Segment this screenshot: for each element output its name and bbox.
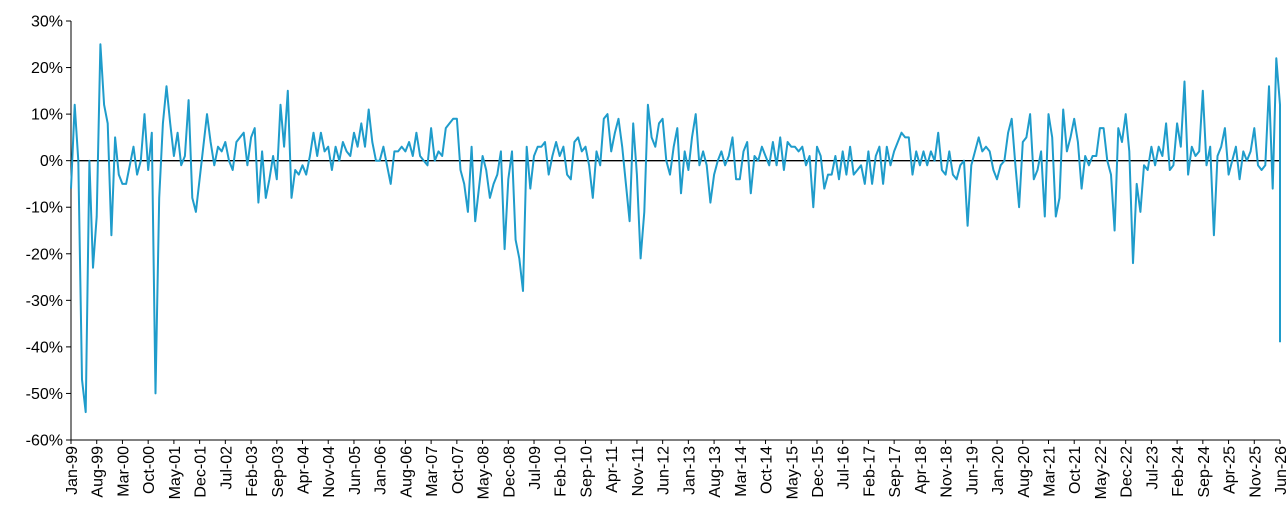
x-tick-label: Oct-21 xyxy=(1067,446,1084,494)
x-tick-label: Mar-21 xyxy=(1041,446,1058,497)
x-tick-label: Mar-14 xyxy=(733,446,750,497)
series-line xyxy=(70,43,1281,414)
x-tick-label: Oct-00 xyxy=(141,446,158,494)
x-axis: Jan-99 Aug-99 Mar-00 Oct-00 May-01 Dec-01 Jul-… xyxy=(64,439,1287,499)
x-tick-label: Aug-99 xyxy=(90,446,107,498)
y-tick-label: -10% xyxy=(26,200,63,217)
x-tick-label: Oct-07 xyxy=(450,446,467,494)
y-tick-label: 10% xyxy=(31,107,63,124)
x-tick-label: Jan-99 xyxy=(64,446,81,495)
y-tick-label: -20% xyxy=(26,246,63,263)
y-axis: 30% 20% 10% 0% -10% -20% -30% -40% -50% -60% xyxy=(26,14,72,450)
x-tick-label: Dec-08 xyxy=(501,446,518,498)
x-tick-label: May-01 xyxy=(167,446,184,499)
x-tick-label: Jul-09 xyxy=(527,446,544,490)
x-tick-label: Jul-16 xyxy=(836,446,853,490)
x-tick-label: Dec-22 xyxy=(1119,446,1136,498)
x-tick-label: Feb-24 xyxy=(1170,446,1187,497)
x-tick-label: Oct-14 xyxy=(759,446,776,494)
x-tick-label: Aug-06 xyxy=(398,446,415,498)
x-tick-label: Sep-03 xyxy=(270,446,287,498)
x-tick-label: Apr-18 xyxy=(913,446,930,494)
x-tick-label: Mar-00 xyxy=(115,446,132,497)
y-tick-label: -40% xyxy=(26,339,63,356)
x-tick-label: Jun-05 xyxy=(347,446,364,495)
x-tick-label: Jan-20 xyxy=(990,446,1007,495)
x-tick-label: Sep-17 xyxy=(887,446,904,498)
y-tick-label: -50% xyxy=(26,386,63,403)
x-tick-label: Sep-24 xyxy=(1196,446,1213,498)
x-tick-label: Nov-18 xyxy=(939,446,956,498)
x-tick-label: Feb-17 xyxy=(861,446,878,497)
y-tick-label: 20% xyxy=(31,60,63,77)
x-tick-label: Jul-23 xyxy=(1144,446,1161,490)
x-tick-label: Feb-03 xyxy=(244,446,261,497)
x-tick-label: Jun-26 xyxy=(1273,446,1287,495)
y-tick-label: -60% xyxy=(26,433,63,450)
x-tick-label: Jan-06 xyxy=(373,446,390,495)
x-tick-label: Apr-11 xyxy=(604,446,621,493)
x-tick-label: May-15 xyxy=(784,446,801,499)
x-tick-label: Jan-13 xyxy=(681,446,698,495)
x-tick-label: Mar-07 xyxy=(424,446,441,497)
y-tick-label: 0% xyxy=(40,153,63,170)
x-tick-label: Nov-11 xyxy=(630,446,647,496)
x-tick-label: Nov-04 xyxy=(321,446,338,498)
x-tick-label: Feb-10 xyxy=(553,446,570,497)
x-tick-label: Apr-04 xyxy=(296,446,313,494)
x-tick-label: Nov-25 xyxy=(1247,446,1264,498)
x-tick-label: Jul-02 xyxy=(218,446,235,490)
x-tick-label: May-08 xyxy=(476,446,493,499)
x-tick-label: Jun-19 xyxy=(964,446,981,495)
x-tick-label: May-22 xyxy=(1093,446,1110,499)
y-tick-label: 30% xyxy=(31,14,63,31)
x-tick-label: Sep-10 xyxy=(578,446,595,498)
x-tick-label: Aug-13 xyxy=(707,446,724,498)
x-tick-label: Apr-25 xyxy=(1222,446,1239,494)
x-tick-label: Dec-15 xyxy=(810,446,827,498)
y-tick-label: -30% xyxy=(26,293,63,310)
x-tick-label: Dec-01 xyxy=(193,446,210,498)
x-tick-label: Aug-20 xyxy=(1016,446,1033,498)
series-group xyxy=(70,43,1281,414)
x-tick-label: Jun-12 xyxy=(656,446,673,495)
